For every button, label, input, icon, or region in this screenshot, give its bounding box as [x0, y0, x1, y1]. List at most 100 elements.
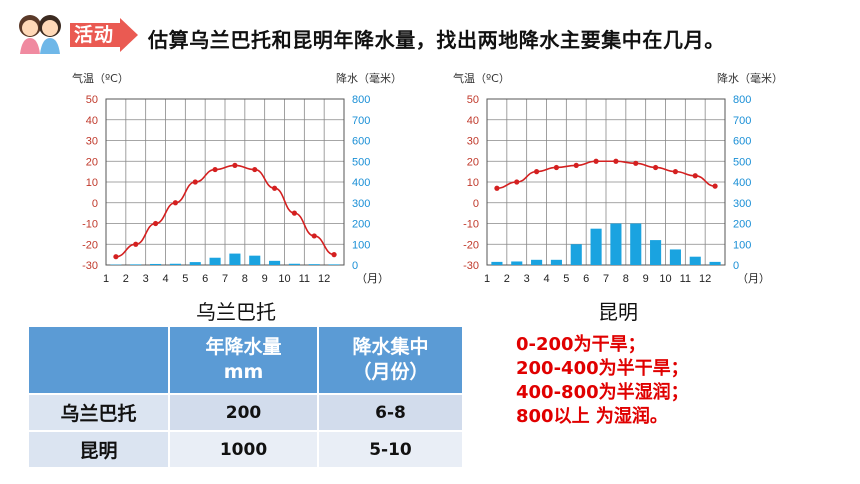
month-tick-label: 9	[262, 273, 268, 285]
precip-tick-label: 800	[733, 94, 751, 106]
temperature-point	[192, 179, 198, 185]
precip-bar	[229, 253, 241, 265]
temperature-point	[311, 233, 317, 239]
temperature-point	[514, 179, 520, 185]
precip-tick-label: 800	[352, 94, 370, 106]
plot-frame	[105, 98, 345, 266]
temp-tick-label: 50	[86, 94, 98, 106]
activity-badge: 活动	[74, 24, 115, 46]
row-annual: 200	[168, 393, 319, 432]
precip-bar	[570, 244, 582, 265]
precip-bar	[491, 261, 503, 265]
x-axis-unit: （月）	[356, 272, 389, 285]
precip-axis-title: 降水（毫米）	[336, 71, 402, 85]
precip-tick-label: 400	[733, 177, 751, 189]
precip-bar	[630, 223, 642, 265]
month-tick-label: 4	[543, 273, 549, 285]
temp-axis-title: 气温（ºC）	[72, 71, 129, 85]
month-tick-label: 10	[659, 273, 671, 285]
legend-line: 200-400为半干旱；	[516, 358, 689, 379]
temp-tick-label: 20	[467, 156, 479, 168]
temp-tick-label: -20	[82, 239, 98, 251]
precip-bar	[169, 263, 181, 265]
x-axis-unit: （月）	[737, 272, 770, 285]
precip-tick-label: 300	[352, 198, 370, 210]
chart-ulaanbaatar: 50403020100-10-20-3080070060050040030020…	[72, 71, 402, 285]
month-tick-label: 11	[299, 273, 310, 285]
temperature-point	[152, 220, 159, 227]
temperature-point	[252, 166, 258, 173]
precip-tick-label: 0	[733, 260, 739, 272]
month-tick-label: 5	[182, 273, 188, 285]
table-row: 乌兰巴托 200 6-8	[27, 393, 464, 432]
temp-tick-label: 30	[86, 136, 98, 148]
row-name: 乌兰巴托	[27, 393, 170, 432]
row-months: 5-10	[317, 430, 464, 469]
kids-icon	[19, 15, 61, 54]
month-tick-label: 11	[680, 273, 691, 285]
header: 活动 估算乌兰巴托和昆明年降水量，找出两地降水主要集中在几月。	[0, 0, 860, 70]
legend-line: 800以上 为湿润。	[516, 406, 668, 427]
precip-tick-label: 400	[352, 177, 370, 189]
temp-tick-label: -30	[463, 260, 479, 272]
precip-tick-label: 100	[733, 239, 751, 251]
place-label-kunming: 昆明	[598, 300, 638, 324]
precip-bar	[189, 262, 201, 265]
precip-bar	[531, 259, 543, 265]
chart-kunming: 50403020100-10-20-3080070060050040030020…	[453, 71, 783, 285]
precip-tick-label: 200	[733, 219, 751, 231]
precip-bar	[511, 261, 523, 265]
temperature-point	[291, 210, 298, 216]
temperature-point	[553, 164, 560, 171]
temperature-point	[573, 162, 579, 168]
month-tick-label: 5	[563, 273, 569, 285]
temperature-point	[593, 158, 599, 164]
precip-bar	[288, 263, 300, 265]
month-tick-label: 7	[603, 273, 609, 285]
temp-tick-label: 40	[467, 115, 479, 127]
temp-tick-label: 10	[86, 177, 98, 189]
precip-tick-label: 200	[352, 219, 370, 231]
month-tick-label: 3	[524, 273, 530, 285]
precip-bar	[308, 264, 320, 265]
temperature-point	[692, 173, 698, 179]
precip-tick-label: 500	[733, 156, 751, 168]
precip-bar	[709, 261, 721, 265]
precip-bar	[590, 228, 602, 265]
precip-bar	[669, 249, 681, 265]
temperature-point	[712, 183, 718, 189]
month-tick-label: 4	[162, 273, 168, 285]
month-tick-label: 2	[123, 273, 129, 285]
month-tick-label: 7	[222, 273, 228, 285]
precip-axis-title: 降水（毫米）	[717, 71, 783, 85]
temp-tick-label: -20	[463, 239, 479, 251]
precip-tick-label: 500	[352, 156, 370, 168]
precip-tick-label: 0	[352, 260, 358, 272]
precip-tick-label: 700	[352, 115, 370, 127]
month-tick-label: 2	[504, 273, 510, 285]
row-annual: 1000	[168, 430, 319, 469]
precip-bar	[550, 259, 562, 265]
precip-bar	[650, 240, 662, 265]
precip-bar	[328, 264, 340, 265]
temp-tick-label: 40	[86, 115, 98, 127]
moisture-legend: 0-200为干旱； 200-400为半干旱； 400-800为半湿润； 800以…	[516, 333, 689, 429]
activity-badge-shape	[70, 18, 138, 52]
temperature-point	[113, 254, 119, 260]
temperature-point	[271, 185, 278, 191]
month-tick-label: 1	[484, 273, 490, 285]
temp-tick-label: 0	[473, 198, 479, 210]
month-tick-label: 8	[242, 273, 248, 285]
precip-bar	[249, 255, 261, 265]
temp-tick-label: -10	[463, 219, 479, 231]
month-tick-label: 9	[643, 273, 649, 285]
temperature-point	[494, 185, 500, 191]
temperature-point	[172, 200, 179, 206]
temp-tick-label: 30	[467, 136, 479, 148]
precip-tick-label: 700	[733, 115, 751, 127]
temp-axis-title: 气温（ºC）	[453, 71, 510, 85]
header-precip-months: 降水集中 （月份）	[317, 325, 464, 395]
temp-tick-label: -30	[82, 260, 98, 272]
temp-tick-label: -10	[82, 219, 98, 231]
table-row: 昆明 1000 5-10	[27, 430, 464, 469]
